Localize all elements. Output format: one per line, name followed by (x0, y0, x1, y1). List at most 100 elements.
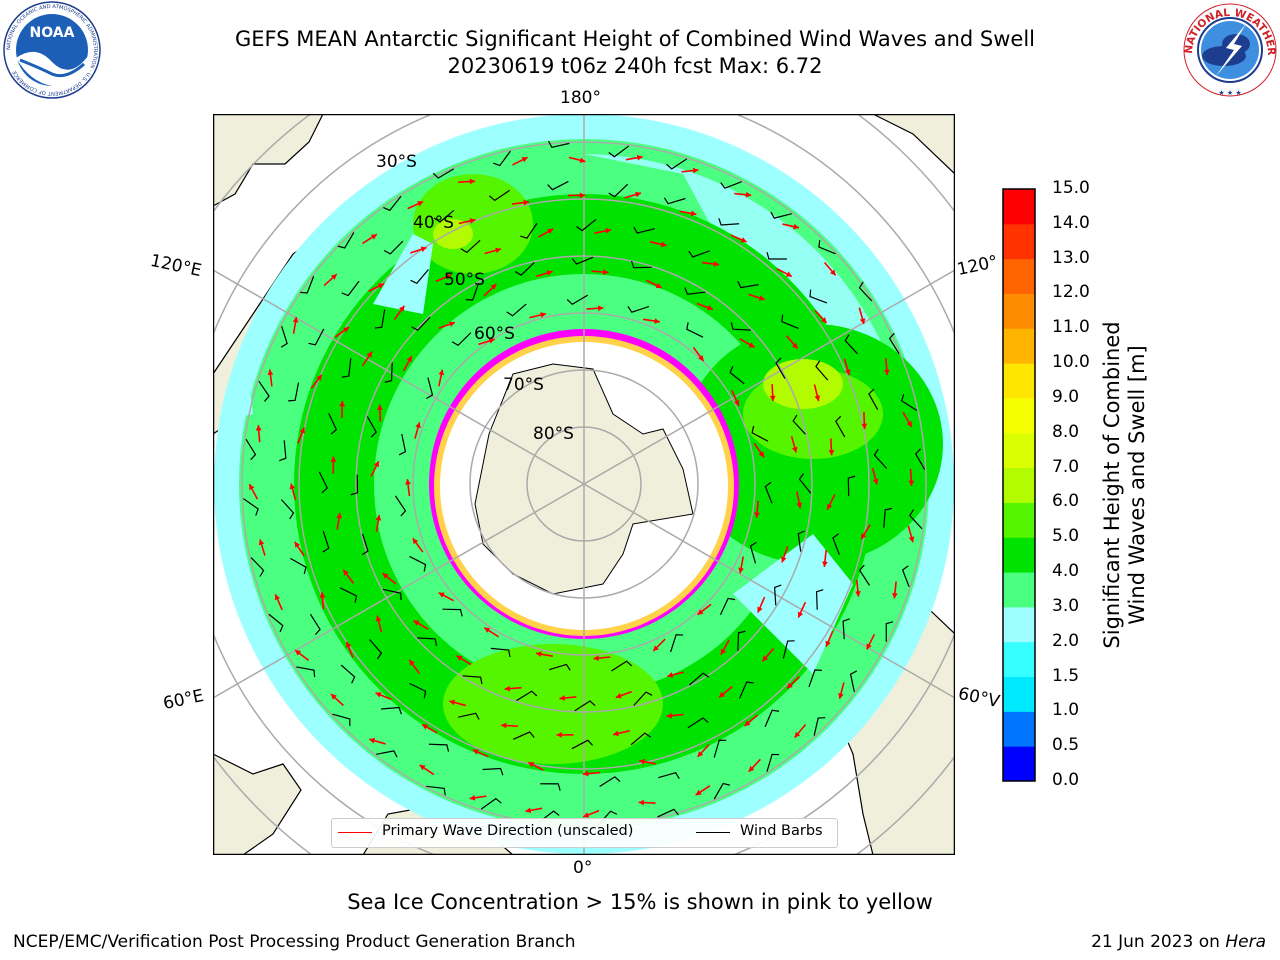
wind-barb (341, 358, 352, 378)
wave-arrow-head (375, 692, 382, 698)
wave-arrow-head (375, 615, 382, 622)
wave-arrow-head (748, 342, 755, 348)
colorbar (1002, 188, 1036, 782)
noaa-logo-text: NOAA (30, 25, 75, 41)
wind-barb (914, 448, 926, 470)
wind-barb (490, 647, 511, 658)
wave-arrow-head (653, 645, 659, 652)
wind-barb (409, 682, 427, 699)
wave-arrow-head (412, 538, 419, 545)
wind-barb (688, 250, 710, 258)
wave-arrow-head (796, 502, 803, 509)
colorbar-tick-label: 9.0 (1052, 386, 1080, 407)
wind-barb (322, 530, 330, 553)
wind-barb (749, 541, 757, 564)
wind-barb (686, 322, 704, 338)
wave-arrow-head (861, 423, 868, 430)
colorbar-tick-label: 10.0 (1052, 352, 1090, 373)
wave-arrow-head (398, 305, 405, 312)
lon-label-60e: 60°E (161, 685, 206, 715)
wave-arrow-head (267, 369, 274, 376)
wind-barb (835, 415, 846, 438)
wind-barb (540, 783, 561, 791)
wave-arrow-head (255, 425, 262, 431)
wind-barb (513, 731, 535, 740)
wind-barb (764, 481, 773, 504)
colorbar-segment (1003, 711, 1035, 747)
wind-barb (576, 218, 597, 232)
wind-barb (718, 218, 740, 226)
wave-arrow-head (316, 374, 322, 381)
wave-arrow-head (758, 451, 765, 458)
wave-arrow-head (859, 318, 866, 324)
wind-barb (428, 743, 450, 752)
wind-barb (611, 660, 633, 672)
wave-arrow-head (330, 694, 337, 700)
wave-arrow-head (438, 369, 445, 376)
wave-arrow-head (579, 192, 586, 199)
wind-barb (909, 509, 923, 530)
wind-barb (631, 260, 652, 269)
wind-barb (737, 280, 759, 289)
wind-barb (657, 808, 679, 818)
wave-arrow-head (583, 812, 590, 818)
wave-arrow-head (844, 369, 851, 376)
wind-barb (858, 564, 871, 586)
wave-arrow-head (838, 693, 844, 699)
wind-barb (608, 183, 629, 198)
colorbar-tick-label: 4.0 (1052, 561, 1080, 582)
lat-label-60s: 60°S (474, 324, 515, 344)
wind-barb (658, 771, 680, 779)
nws-logo: NATIONAL WEATHER SERVICE ★ ★ ★ (1176, 0, 1277, 97)
wave-arrow-head (422, 724, 429, 730)
wind-barb (720, 181, 742, 189)
wave-arrow-head (413, 620, 420, 626)
wave-arrow-head (615, 693, 622, 699)
wind-barb (549, 663, 571, 671)
wind-barb (279, 440, 287, 462)
wave-arrow-head (559, 695, 566, 701)
wind-barb (627, 305, 650, 313)
wave-arrow-head (456, 655, 463, 661)
wind-barb (458, 712, 480, 720)
wind-barb (465, 282, 480, 301)
colorbar-segment (1003, 502, 1035, 538)
wind-barb (548, 140, 570, 148)
wave-arrows (248, 154, 915, 818)
wave-arrow-head (861, 533, 867, 540)
wave-arrow-head (666, 712, 673, 719)
wind-barb (737, 630, 746, 651)
wave-arrow-head (540, 312, 547, 318)
wave-arrow-head (366, 351, 372, 358)
wind-barb (426, 785, 446, 796)
wave-arrow-head (769, 395, 776, 402)
wind-barb (318, 471, 328, 494)
wind-barb (813, 717, 826, 736)
lat-label-70s: 70°S (503, 375, 544, 395)
wind-barb (506, 303, 527, 317)
wave-arrow-head (748, 765, 755, 772)
wave-arrow-head (797, 611, 804, 618)
wave-arrow-head (698, 355, 704, 362)
wave-arrow-head (820, 317, 827, 323)
wind-barb (369, 639, 383, 660)
wave-arrow-head (822, 561, 828, 567)
wind-barb (489, 189, 511, 202)
wind-barb (384, 362, 393, 383)
wave-arrow-head (376, 404, 383, 410)
wave-arrow-head (713, 261, 720, 267)
wind-barb (482, 767, 504, 776)
wind-barb (328, 413, 338, 435)
wave-arrow-head (339, 401, 346, 407)
colorbar-segment (1003, 641, 1035, 678)
wind-barb (245, 438, 257, 461)
wind-barb (808, 669, 822, 688)
wave-arrow-head (883, 369, 890, 376)
host-text: Hera (1225, 932, 1266, 952)
wind-barb (766, 252, 787, 260)
colorbar-tick-label: 5.0 (1052, 526, 1080, 547)
wave-arrow-head (830, 269, 836, 276)
wind-barb (381, 706, 403, 715)
wind-barb (730, 322, 751, 331)
wind-barb (888, 332, 900, 355)
